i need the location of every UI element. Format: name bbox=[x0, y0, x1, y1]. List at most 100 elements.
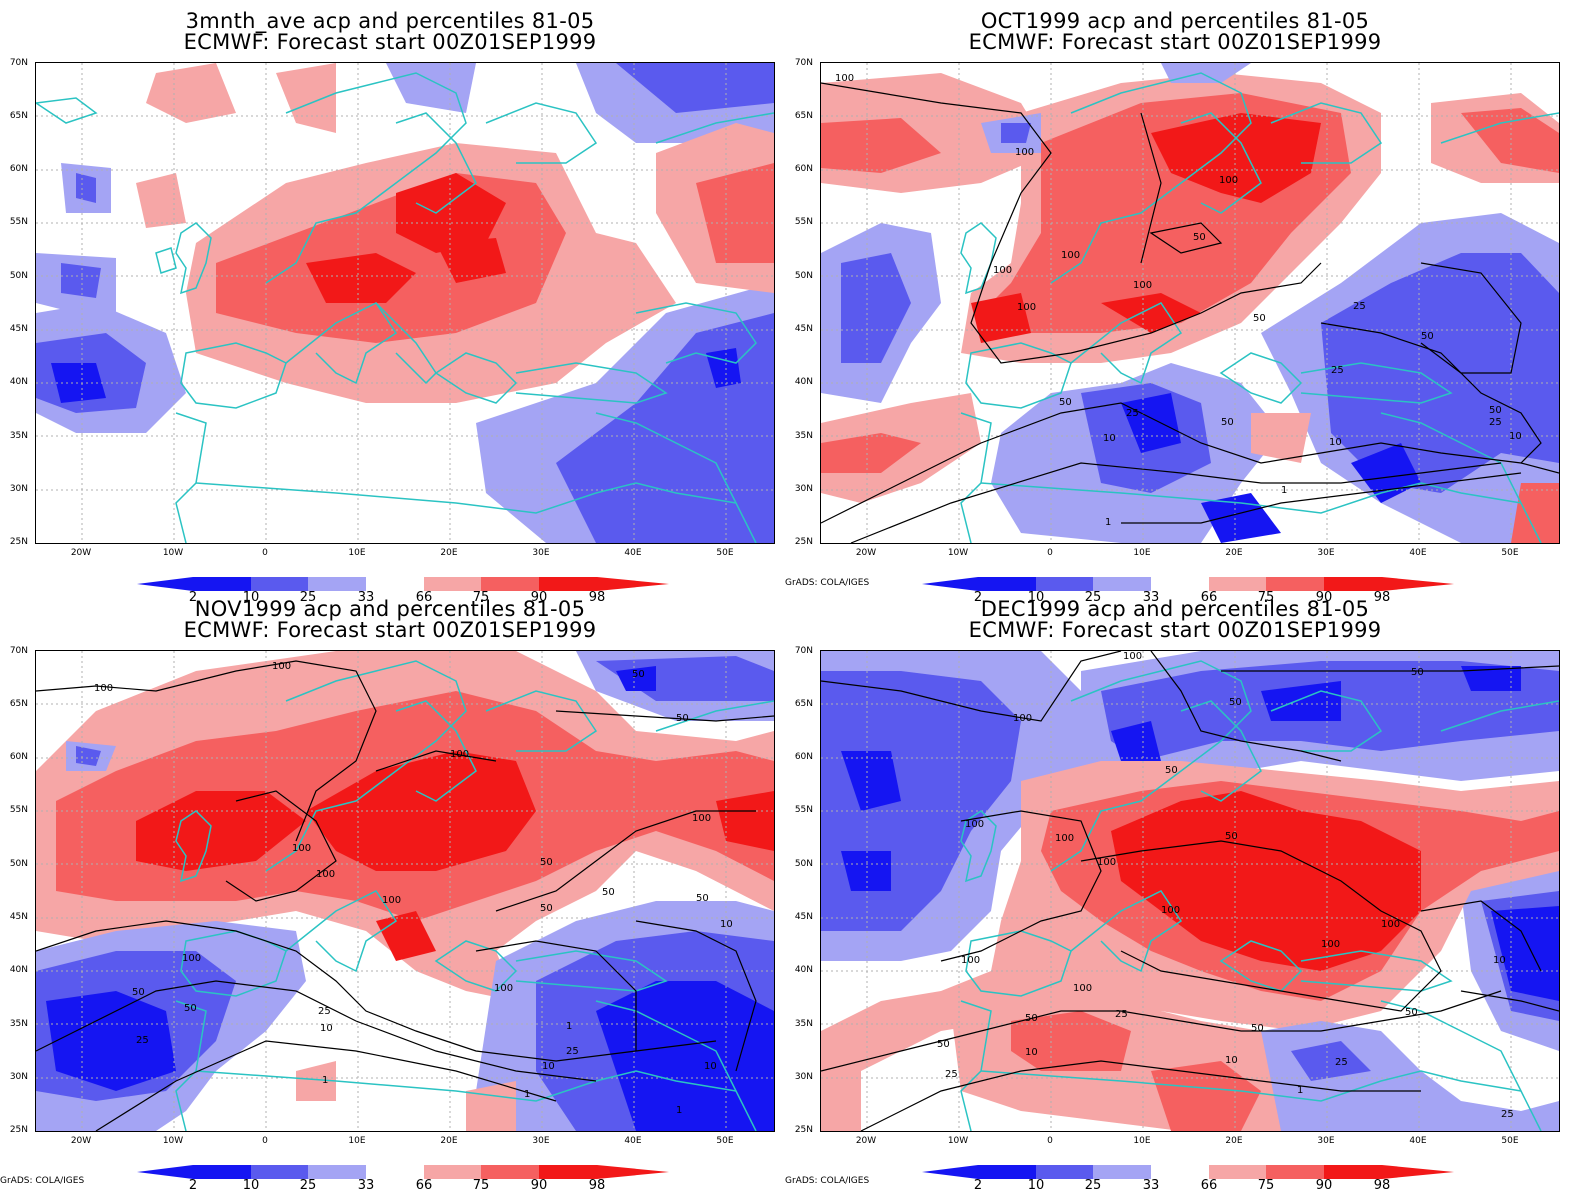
grads-credit: GrADS: COLA/IGES bbox=[785, 1176, 870, 1186]
contour-label: 100 bbox=[1015, 147, 1034, 158]
contour-label: 25 bbox=[1353, 301, 1366, 312]
colorbar-label: 90 bbox=[530, 1178, 548, 1193]
contour-label: 50 bbox=[1025, 1013, 1038, 1024]
panel-title-line1: NOV1999 acp and percentiles 81-05 bbox=[194, 597, 586, 621]
lon-tick: 40E bbox=[624, 1136, 642, 1146]
contour-labels: 100 100 100 100 100 100 100 100 100 50 5… bbox=[94, 661, 733, 1116]
lat-tick: 45N bbox=[9, 324, 28, 334]
colorbar-label: 2 bbox=[188, 590, 198, 605]
colorbar-label: 33 bbox=[1142, 590, 1160, 605]
contour-label: 50 bbox=[632, 669, 645, 680]
lat-tick: 35N bbox=[794, 431, 813, 441]
lat-tick: 60N bbox=[794, 164, 813, 174]
lat-tick: 35N bbox=[9, 431, 28, 441]
colorbar-label: 25 bbox=[299, 1178, 317, 1193]
contour-label: 100 bbox=[182, 953, 201, 964]
colorbar-label: 90 bbox=[1315, 590, 1333, 605]
lat-tick: 70N bbox=[9, 646, 28, 656]
contour-label: 50 bbox=[1221, 417, 1234, 428]
panel-oct1999: OCT1999 acp and percentiles 81-05 ECMWF:… bbox=[785, 0, 1565, 605]
contour-label: 25 bbox=[318, 1006, 331, 1017]
colorbar-label: 33 bbox=[1142, 1178, 1160, 1193]
lat-tick: 40N bbox=[794, 377, 813, 387]
contour-label: 25 bbox=[1501, 1109, 1514, 1120]
colorbar-label: 66 bbox=[1200, 1178, 1218, 1193]
colorbar-label: 10 bbox=[242, 1178, 260, 1193]
contour-label: 10 bbox=[704, 1061, 717, 1072]
lat-tick: 30N bbox=[794, 484, 813, 494]
lat-tick: 65N bbox=[794, 699, 813, 709]
lon-tick: 50E bbox=[1501, 1136, 1519, 1146]
panel-title-line1: DEC1999 acp and percentiles 81-05 bbox=[980, 597, 1370, 621]
contour-label: 50 bbox=[1253, 313, 1266, 324]
lon-tick: 20E bbox=[1225, 1136, 1243, 1146]
contour-labels: 100 100 100 100 100 100 100 50 50 50 50 … bbox=[835, 73, 1522, 528]
contour-label: 100 bbox=[1013, 713, 1032, 724]
contour-label: 50 bbox=[1251, 1023, 1264, 1034]
contour-label: 100 bbox=[292, 843, 311, 854]
panel-title-line1: 3mnth_ave acp and percentiles 81-05 bbox=[185, 9, 595, 33]
contour-label: 50 bbox=[1229, 697, 1242, 708]
grads-credit: GrADS: COLA/IGES bbox=[0, 1176, 85, 1186]
colorbar-label: 98 bbox=[1373, 1178, 1391, 1193]
colorbar bbox=[137, 1165, 669, 1179]
field-layer bbox=[36, 651, 774, 1131]
contour-label: 100 bbox=[1123, 651, 1142, 662]
lat-tick: 45N bbox=[794, 324, 813, 334]
contour-label: 10 bbox=[720, 919, 733, 930]
contour-label: 50 bbox=[1059, 397, 1072, 408]
contour-label: 50 bbox=[696, 893, 709, 904]
contour-label: 50 bbox=[1225, 831, 1238, 842]
lon-tick: 10E bbox=[1133, 1136, 1151, 1146]
map-area: 100 100 100 100 100 100 100 100 100 100 … bbox=[820, 650, 1560, 1132]
colorbar-label: 33 bbox=[357, 590, 375, 605]
lat-tick: 60N bbox=[9, 752, 28, 762]
colorbar-label: 75 bbox=[1257, 590, 1275, 605]
lat-tick: 35N bbox=[794, 1019, 813, 1029]
lon-tick: 10E bbox=[348, 548, 366, 558]
contour-label: 10 bbox=[320, 1023, 333, 1034]
contour-label: 100 bbox=[1055, 833, 1074, 844]
contour-label: 50 bbox=[132, 987, 145, 998]
colorbar-label: 66 bbox=[415, 590, 433, 605]
lon-tick: 30E bbox=[532, 1136, 550, 1146]
lat-tick: 40N bbox=[9, 377, 28, 387]
lat-tick: 50N bbox=[794, 271, 813, 281]
contour-label: 100 bbox=[316, 869, 335, 880]
contour-label: 100 bbox=[494, 983, 513, 994]
colorbar-label: 2 bbox=[188, 1178, 198, 1193]
lon-tick: 0 bbox=[1047, 548, 1053, 558]
lon-tick: 20W bbox=[855, 1136, 877, 1146]
contour-label: 50 bbox=[540, 903, 553, 914]
contour-label: 25 bbox=[1115, 1009, 1128, 1020]
contour-label: 100 bbox=[1321, 939, 1340, 950]
contour-label: 10 bbox=[1329, 437, 1342, 448]
lat-tick: 50N bbox=[794, 859, 813, 869]
contour-label: 100 bbox=[272, 661, 291, 672]
lon-tick: 20E bbox=[440, 1136, 458, 1146]
lon-tick: 30E bbox=[532, 548, 550, 558]
lat-tick: 30N bbox=[794, 1072, 813, 1082]
field-layer bbox=[821, 651, 1559, 1131]
lon-tick: 20E bbox=[1225, 548, 1243, 558]
contour-label: 100 bbox=[450, 749, 469, 760]
contour-label: 100 bbox=[1061, 250, 1080, 261]
contour-label: 50 bbox=[1405, 1007, 1418, 1018]
lat-tick: 70N bbox=[9, 58, 28, 68]
contour-label: 50 bbox=[676, 713, 689, 724]
lat-tick: 25N bbox=[9, 1125, 28, 1135]
contour-label: 50 bbox=[184, 1003, 197, 1014]
contour-label: 1 bbox=[524, 1089, 530, 1100]
contour-label: 1 bbox=[1105, 517, 1111, 528]
lat-tick: 60N bbox=[9, 164, 28, 174]
contour-label: 25 bbox=[1331, 365, 1344, 376]
contours bbox=[36, 660, 774, 1131]
contour-label: 50 bbox=[1165, 765, 1178, 776]
coastline bbox=[960, 660, 1559, 1131]
contours bbox=[821, 82, 1559, 543]
colorbar-label: 25 bbox=[1084, 1178, 1102, 1193]
panel-nov1999: NOV1999 acp and percentiles 81-05 ECMWF:… bbox=[0, 588, 780, 1193]
field-layer bbox=[821, 63, 1559, 543]
map-area: 100 100 100 100 100 100 100 100 100 50 5… bbox=[35, 650, 775, 1132]
contour-label: 10 bbox=[1509, 431, 1522, 442]
